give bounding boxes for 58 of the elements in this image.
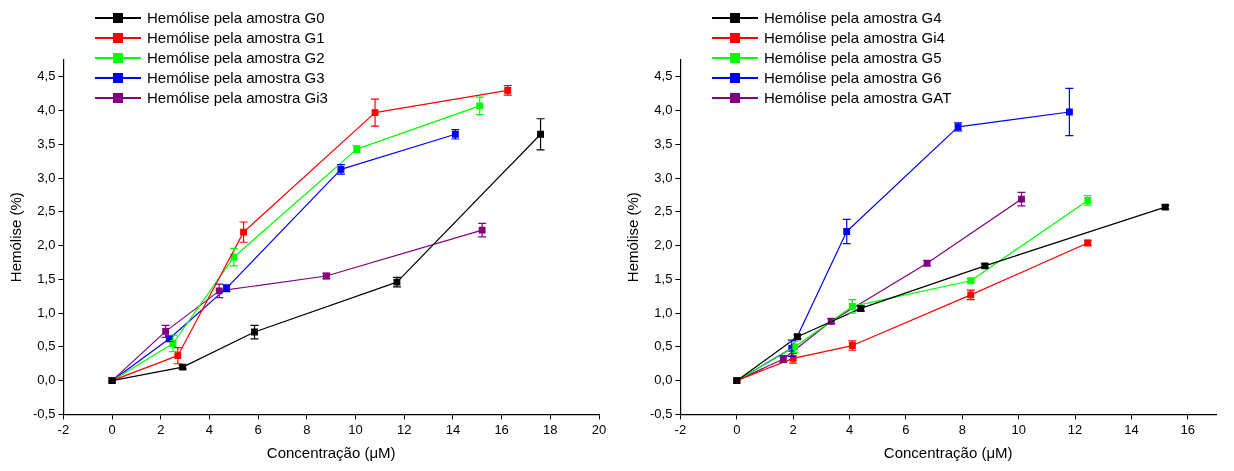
x-tick-label: 4 xyxy=(205,421,214,437)
y-tick-label: 4,5 xyxy=(37,68,56,84)
legend-label: Hemólise pela amostra G0 xyxy=(147,8,325,28)
legend-label: Hemólise pela amostra G4 xyxy=(764,8,942,28)
y-tick-label: 2,0 xyxy=(654,237,673,253)
y-tick-label: 4,5 xyxy=(654,68,673,84)
y-tick-label: 2,5 xyxy=(37,203,56,219)
x-tick-label: 16 xyxy=(1180,421,1196,437)
y-tick-label: 3,5 xyxy=(37,135,56,151)
x-tick-label: 0 xyxy=(733,421,741,437)
x-tick-label: 2 xyxy=(157,421,165,437)
x-tick-label: 16 xyxy=(494,421,509,437)
x-tick-label: 6 xyxy=(902,421,910,437)
y-tick-label: 4,0 xyxy=(37,102,56,118)
y-tick-label: 1,0 xyxy=(654,304,673,320)
y-tick-label: 2,5 xyxy=(654,203,673,219)
x-tick-label: 4 xyxy=(845,421,854,437)
legend-label: Hemólise pela amostra Gi3 xyxy=(147,88,328,108)
legend-label: Hemólise pela amostra G6 xyxy=(764,68,942,88)
x-axis-title: Concentração (μM) xyxy=(883,444,1013,462)
legend-label: Hemólise pela amostra G3 xyxy=(147,68,325,88)
x-tick-label: 18 xyxy=(543,421,558,437)
x-tick-label: 10 xyxy=(348,421,363,437)
x-axis-title: Concentração (μM) xyxy=(266,444,396,462)
x-tick-label: 8 xyxy=(958,421,966,437)
legend-label: Hemólise pela amostra G2 xyxy=(147,48,325,68)
y-tick-label: 0,0 xyxy=(37,372,56,388)
legend-label: Hemólise pela amostra G5 xyxy=(764,48,942,68)
legend-label: Hemólise pela amostra G1 xyxy=(147,28,325,48)
x-tick-label: 0 xyxy=(108,421,116,437)
legend-label: Hemólise pela amostra GAT xyxy=(764,88,952,108)
y-tick-label: 3,5 xyxy=(654,135,673,151)
y-tick-label: 4,0 xyxy=(654,102,673,118)
x-tick-label: -2 xyxy=(57,421,70,437)
x-tick-label: 8 xyxy=(303,421,311,437)
y-axis-title: Hemólise (%) xyxy=(7,192,25,283)
y-tick-label: 0,5 xyxy=(654,338,673,354)
x-tick-label: 12 xyxy=(397,421,412,437)
y-axis-title: Hemólise (%) xyxy=(624,192,642,283)
y-tick-label: 1,0 xyxy=(37,304,56,320)
y-tick-label: 1,5 xyxy=(654,270,673,286)
x-tick-label: 10 xyxy=(1011,421,1026,437)
y-tick-label: 3,0 xyxy=(654,169,673,185)
x-tick-label: -2 xyxy=(674,421,687,437)
x-tick-label: 14 xyxy=(445,421,461,437)
y-tick-label: 0,0 xyxy=(654,372,673,388)
x-tick-label: 14 xyxy=(1124,421,1139,437)
y-tick-label: 3,0 xyxy=(37,169,56,185)
y-tick-label: -0,5 xyxy=(649,405,673,421)
legend-label: Hemólise pela amostra Gi4 xyxy=(764,28,945,48)
y-tick-label: 0,5 xyxy=(37,338,56,354)
x-tick-label: 6 xyxy=(254,421,262,437)
x-tick-label: 12 xyxy=(1067,421,1083,437)
x-tick-label: 2 xyxy=(789,421,797,437)
y-tick-label: -0,5 xyxy=(32,405,56,421)
y-tick-label: 1,5 xyxy=(37,270,56,286)
x-tick-label: 20 xyxy=(591,421,607,437)
y-tick-label: 2,0 xyxy=(37,237,56,253)
